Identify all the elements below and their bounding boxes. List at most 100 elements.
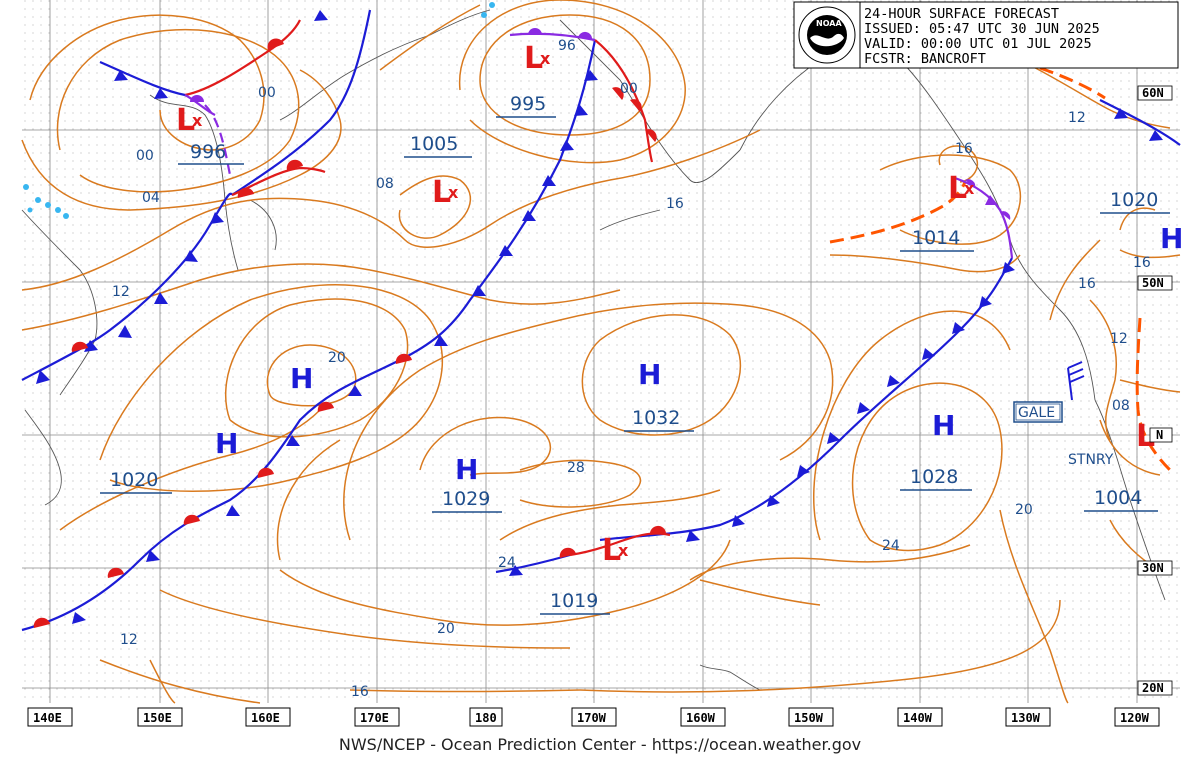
pressure-value: 1005 (410, 133, 458, 155)
isobar-label: 00 (620, 81, 638, 97)
isobar-label: 00 (136, 148, 154, 164)
pressure-value: 1032 (632, 407, 680, 429)
lat-label: 20N (1142, 681, 1164, 695)
isobar-label: 28 (567, 460, 585, 476)
occluded-symbols (190, 28, 1011, 220)
isobar-label: 04 (142, 190, 160, 206)
pressure-value: 1029 (442, 488, 490, 510)
isobar-label: 20 (328, 350, 346, 366)
low-centers: L x L x L x L x L x L x (176, 41, 1163, 568)
forecast-info-box: NOAA 24-HOUR SURFACE FORECAST ISSUED: 05… (793, 1, 1179, 69)
high-center: H (290, 362, 313, 395)
svg-text:x: x (192, 111, 203, 130)
isobar-label: 24 (882, 538, 900, 554)
lon-label: 150W (794, 711, 824, 725)
svg-text:L: L (948, 171, 967, 206)
low-center: L x (524, 41, 551, 76)
isobar-label: 24 (498, 555, 516, 571)
high-center: H (932, 409, 955, 442)
lat-label: N (1156, 428, 1163, 442)
pressure-value: 1020 (110, 469, 158, 491)
low-center: L x (948, 171, 975, 206)
pressure-values: 996 1005 995 1014 1020 1032 1020 1029 10… (100, 93, 1170, 615)
wind-barb-icon (1067, 361, 1085, 401)
svg-text:x: x (448, 183, 459, 202)
noaa-logo-text: NOAA (816, 19, 842, 28)
svg-text:L: L (432, 175, 451, 210)
lon-label: 160W (686, 711, 716, 725)
cold-fronts (21, 9, 1181, 632)
high-center: H (638, 358, 661, 391)
pressure-value: 1004 (1094, 487, 1142, 509)
forecast-title: 24-HOUR SURFACE FORECAST (864, 6, 1059, 22)
high-center: H (1160, 222, 1183, 255)
pressure-value: 995 (510, 93, 546, 115)
warm-fronts (184, 19, 671, 557)
lat-label: 60N (1142, 86, 1164, 100)
gale-warning-badge: GALE (1013, 401, 1063, 423)
high-center: H (455, 453, 478, 486)
high-centers: H H H H H H (215, 222, 1183, 486)
low-center: L x (432, 175, 459, 210)
low-center: L x (602, 533, 629, 568)
isobar-label: 16 (955, 141, 973, 157)
svg-text:L: L (176, 103, 195, 138)
latitude-labels: 60N 50N N 30N 20N (1137, 85, 1173, 696)
lat-label: 50N (1142, 276, 1164, 290)
dotted-background (22, 0, 1180, 703)
stationary-label: STNRY (1068, 452, 1114, 468)
high-center: H (215, 427, 238, 460)
isobar-label: 16 (1133, 255, 1151, 271)
isobar-label: 12 (1068, 110, 1086, 126)
lat-lon-grid (22, 0, 1180, 703)
isobar-label: 16 (1078, 276, 1096, 292)
pressure-value: 1019 (550, 590, 598, 612)
isobar-label: 16 (351, 684, 369, 700)
pressure-value: 1028 (910, 466, 958, 488)
isobars (21, 0, 1181, 704)
isobar-label: 12 (112, 284, 130, 300)
svg-text:x: x (618, 541, 629, 560)
coastlines (21, 9, 1166, 691)
forecast-valid: VALID: 00:00 UTC 01 JUL 2025 (864, 36, 1092, 52)
pressure-value: 996 (190, 141, 226, 163)
longitude-labels: 140E 150E 160E 170E 180 170W 160W 150W 1… (27, 707, 1160, 727)
isobar-labels: 00 00 04 12 20 08 96 00 16 16 12 16 16 1… (112, 2, 1151, 700)
isobar-label: 20 (437, 621, 455, 637)
noaa-logo-icon: NOAA (798, 6, 856, 64)
isobar-label: 12 (120, 632, 138, 648)
footer-credit: NWS/NCEP - Ocean Prediction Center - htt… (339, 735, 861, 754)
svg-text:L: L (602, 533, 621, 568)
lon-label: 120W (1120, 711, 1150, 725)
isobar-label: 12 (1110, 331, 1128, 347)
lat-label: 30N (1142, 561, 1164, 575)
svg-text:L: L (524, 41, 543, 76)
ice-markers (23, 2, 495, 219)
lon-label: 130W (1011, 711, 1041, 725)
lon-label: 140W (903, 711, 933, 725)
pressure-value: 1020 (1110, 189, 1158, 211)
svg-text:x: x (540, 49, 551, 68)
isobar-label: 16 (666, 196, 684, 212)
lon-label: 170W (577, 711, 607, 725)
svg-text:x: x (964, 179, 975, 198)
lon-label: 160E (251, 711, 280, 725)
isobar-label: 00 (258, 85, 276, 101)
cold-front-barbs (36, 10, 1163, 624)
pressure-value: 1014 (912, 227, 960, 249)
warm-front-semicircles (33, 38, 666, 628)
isobar-label: 96 (558, 38, 576, 54)
lon-label: 150E (143, 711, 172, 725)
lon-label: 170E (360, 711, 389, 725)
gale-label: GALE (1018, 405, 1055, 421)
forecaster: FCSTR: BANCROFT (864, 51, 986, 67)
trough-lines (829, 66, 1172, 472)
forecast-issued: ISSUED: 05:47 UTC 30 JUN 2025 (864, 21, 1100, 37)
lon-label: 140E (33, 711, 62, 725)
isobar-label: 08 (1112, 398, 1130, 414)
isobar-label: 20 (1015, 502, 1033, 518)
lon-label: 180 (475, 711, 497, 725)
isobar-label: 08 (376, 176, 394, 192)
low-center: L x (176, 103, 203, 138)
